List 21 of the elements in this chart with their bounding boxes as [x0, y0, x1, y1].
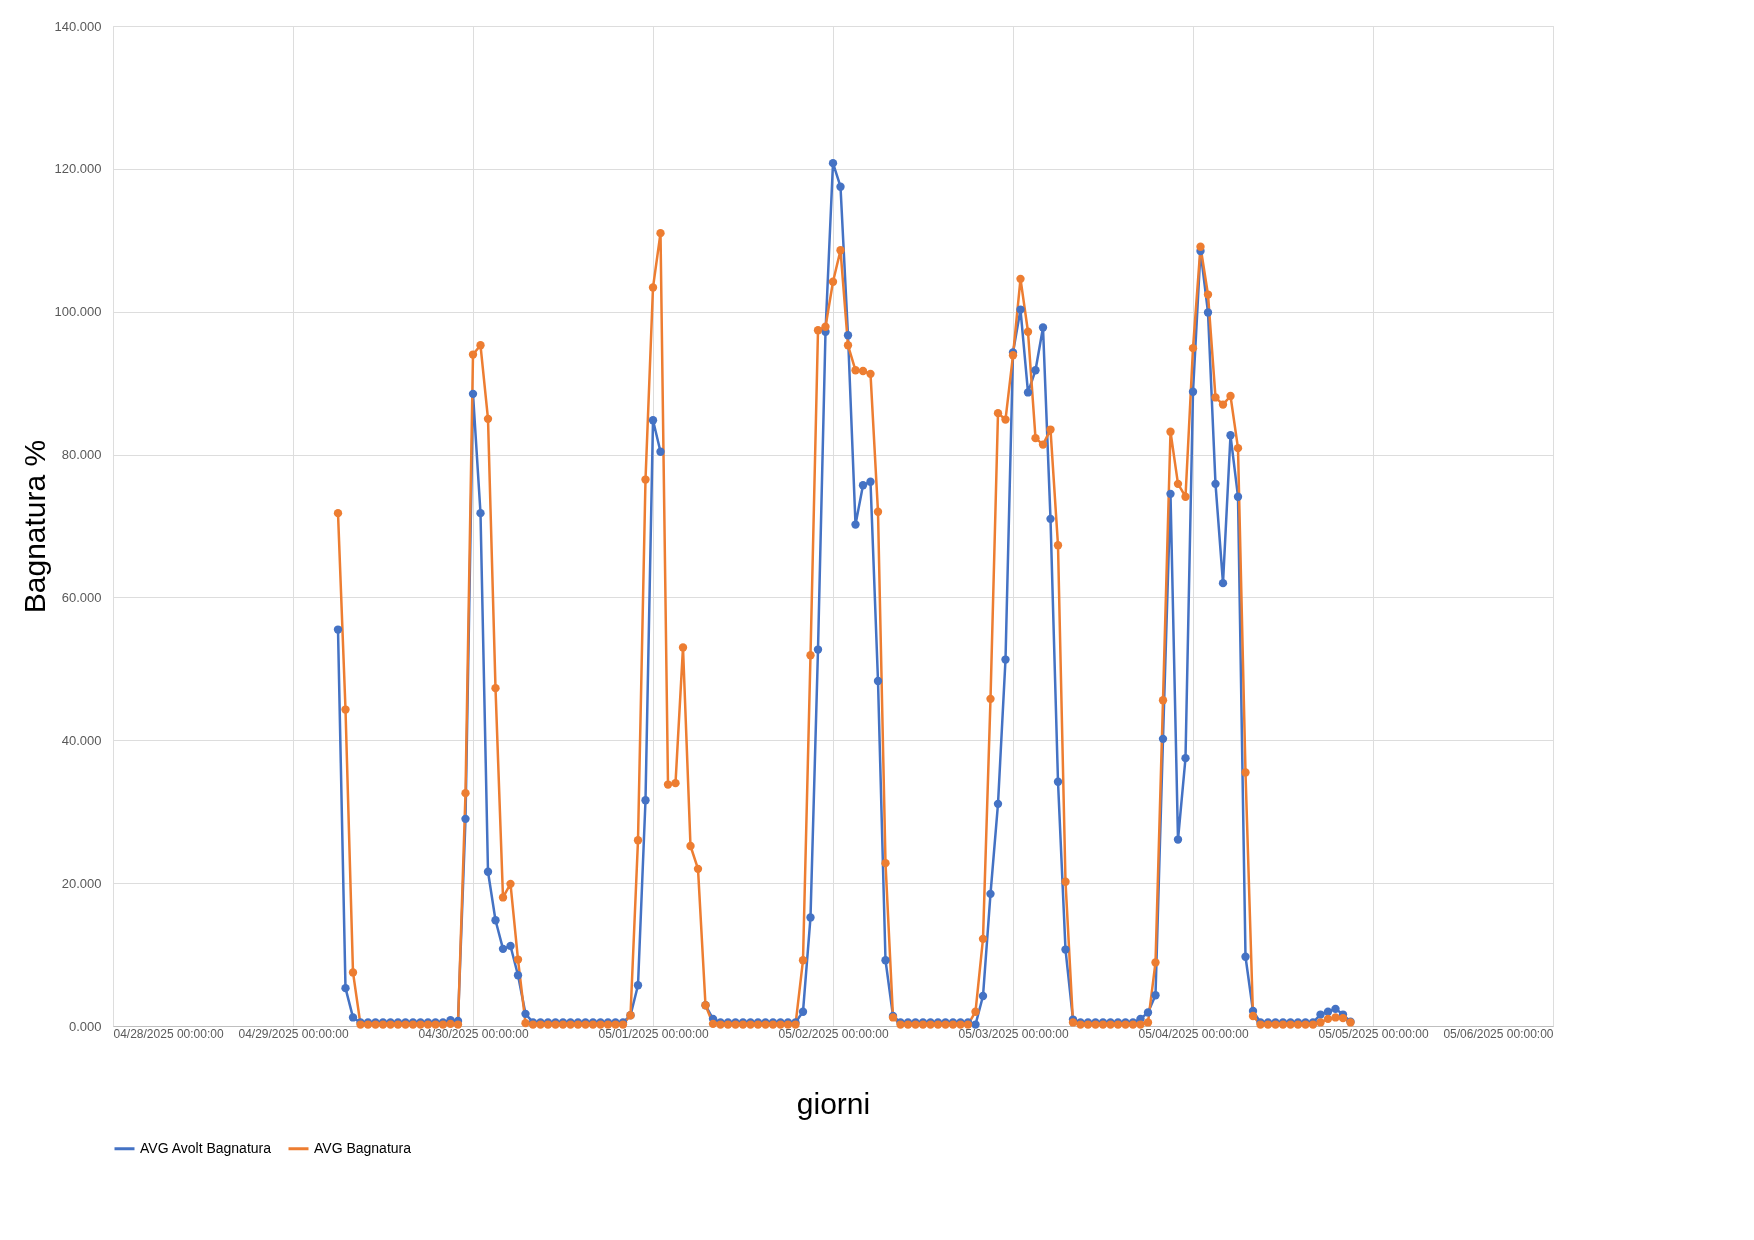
- y-tick-label: 60.000: [61, 589, 102, 605]
- x-tick-label: 05/04/2025 00:00:00: [1138, 1026, 1249, 1041]
- y-tick-label: 20.000: [61, 875, 102, 891]
- x-tick-label: 05/01/2025 00:00:00: [598, 1026, 709, 1041]
- x-tick-label: 05/03/2025 00:00:00: [958, 1026, 1069, 1041]
- y-tick-label: 80.000: [61, 447, 102, 463]
- x-tick-label: 05/06/2025 00:00:00: [1443, 1026, 1554, 1041]
- x-tick-label: 04/29/2025 00:00:00: [238, 1026, 349, 1041]
- x-tick-label: 05/05/2025 00:00:00: [1318, 1026, 1429, 1041]
- x-axis-title: giorni: [796, 1086, 871, 1120]
- legend-label: AVG Bagnatura: [314, 1139, 412, 1156]
- y-tick-label: 40.000: [61, 732, 102, 748]
- x-tick-label: 05/02/2025 00:00:00: [778, 1026, 889, 1041]
- y-tick-label: 140.000: [54, 18, 102, 34]
- y-axis-title: Bagnatura %: [17, 439, 51, 614]
- y-tick-label: 0.000: [68, 1018, 102, 1034]
- y-tick-label: 100.000: [54, 304, 102, 320]
- legend-label: AVG Avolt Bagnatura: [140, 1139, 272, 1156]
- y-tick-label: 120.000: [54, 161, 102, 177]
- x-tick-label: 04/28/2025 00:00:00: [113, 1026, 224, 1041]
- x-tick-label: 04/30/2025 00:00:00: [418, 1026, 529, 1041]
